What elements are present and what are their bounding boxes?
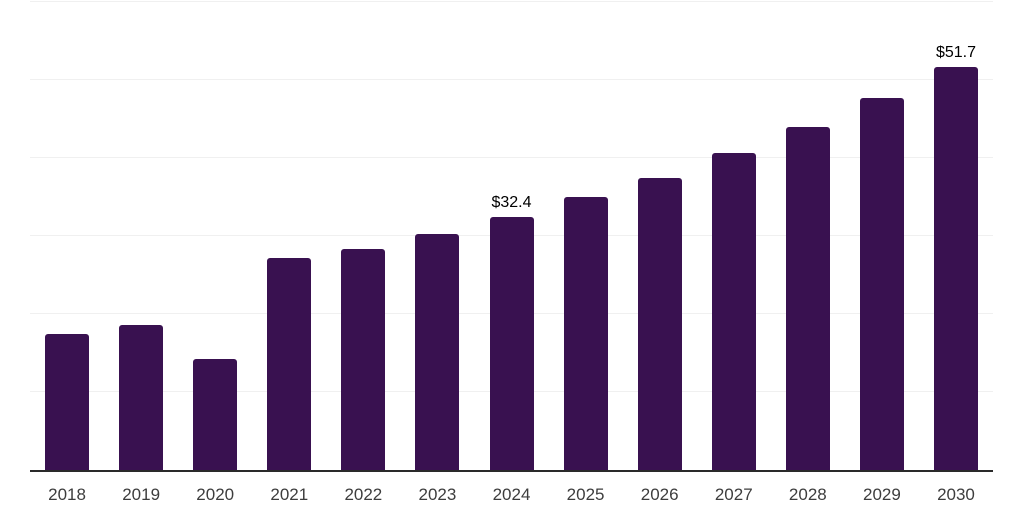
bars-container: $32.4 $51.7 [30,2,993,470]
bar-2028 [785,126,830,470]
x-axis-line [30,470,993,472]
gridline-60 [30,1,993,2]
bar-2030 [933,66,978,470]
x-axis-label-2018: 2018 [48,485,86,504]
bar-slot-2020 [178,2,252,470]
bar-2029 [859,97,904,470]
x-axis-label-2019: 2019 [122,485,161,504]
x-axis-label-2023: 2023 [418,485,457,504]
bar-slot-2026 [623,2,697,470]
bar-slot-2027 [697,2,771,470]
bar-slot-2018 [30,2,104,470]
bar-slot-2030: $51.7 [919,2,993,470]
plot-area: $32.4 $51.7 [30,1,993,472]
x-axis-label-2027: 2027 [714,485,753,504]
bar-2024 [489,217,534,470]
bar-value-label-2030: $51.7 [935,43,976,61]
bar-2022 [341,249,386,470]
bar-slot-2019 [104,2,178,470]
x-axis-label-2026: 2026 [640,485,679,504]
bar-2021 [267,257,312,470]
gridline-50 [30,79,993,80]
x-axis-label-2029: 2029 [862,485,901,504]
bar-slot-2023 [400,2,474,470]
bar-2020 [193,359,238,470]
bar-value-label-2024: $32.4 [491,194,532,212]
bar-2018 [45,334,90,470]
bar-slot-2025 [549,2,623,470]
x-axis-label-2022: 2022 [344,485,383,504]
bar-2019 [119,324,164,470]
bar-slot-2024: $32.4 [474,2,548,470]
x-axis-labels: 2018 2019 2020 2021 2022 2023 2024 2025 2026 2027… [30,472,993,512]
x-axis-label-2028: 2028 [788,485,827,504]
bar-slot-2022 [326,2,400,470]
x-axis-label-2030: 2030 [937,485,975,504]
x-axis-label-2020: 2020 [196,485,235,504]
bar-2026 [637,178,682,470]
bar-2025 [563,197,608,470]
x-axis-label-2025: 2025 [566,485,605,504]
x-axis-label-2024: 2024 [492,485,531,504]
bar-2027 [711,153,756,470]
bar-slot-2028 [771,2,845,470]
bar-slot-2021 [252,2,326,470]
bar-slot-2029 [845,2,919,470]
gridline-40 [30,157,993,159]
x-axis-label-2021: 2021 [270,485,309,504]
bar-2023 [415,233,460,470]
